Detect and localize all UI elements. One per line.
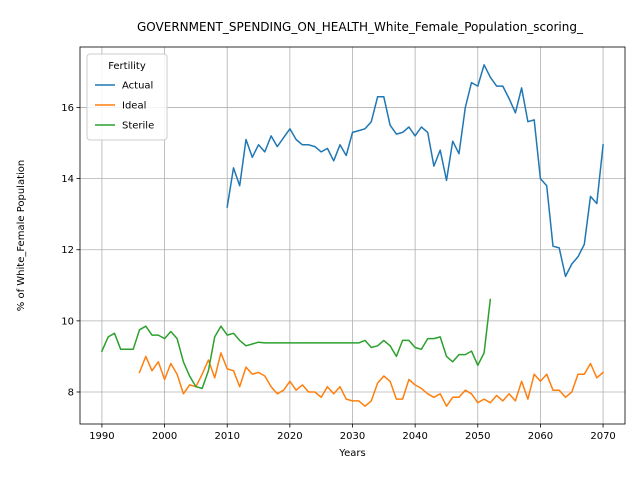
series-line-actual bbox=[226, 64, 604, 278]
legend-label-ideal: Ideal bbox=[122, 101, 146, 112]
y-tick-label: 10 bbox=[61, 316, 74, 327]
series-line-ideal bbox=[138, 352, 605, 407]
x-tick-label: 2040 bbox=[402, 431, 427, 442]
x-tick-label: 2020 bbox=[277, 431, 302, 442]
legend: Fertility Actual Ideal Sterile bbox=[86, 53, 168, 141]
y-tick-label: 14 bbox=[61, 174, 74, 185]
legend-items: Actual Ideal Sterile bbox=[95, 81, 154, 132]
y-tick-label: 12 bbox=[61, 245, 74, 256]
x-tick-label: 2060 bbox=[528, 431, 553, 442]
axis-ticks: 1990 2000 2010 2020 2030 2040 2050 2060 2070 8 10 1… bbox=[61, 103, 616, 442]
y-tick-label: 8 bbox=[68, 387, 74, 398]
y-tick-label: 16 bbox=[61, 103, 74, 114]
x-tick-label: 2000 bbox=[152, 431, 177, 442]
x-axis-label: Years bbox=[338, 448, 365, 459]
x-tick-label: 2030 bbox=[340, 431, 365, 442]
legend-label-actual: Actual bbox=[122, 81, 153, 92]
y-axis-label: % of White_Female Population bbox=[16, 160, 27, 311]
series-lines bbox=[100, 64, 605, 407]
legend-box bbox=[86, 53, 168, 141]
chart-title: GOVERNMENT_SPENDING_ON_HEALTH_White_Fema… bbox=[137, 20, 584, 34]
x-tick-label: 2050 bbox=[465, 431, 490, 442]
legend-label-sterile: Sterile bbox=[122, 121, 154, 132]
series-line-sterile bbox=[100, 298, 492, 390]
x-tick-label: 1990 bbox=[89, 431, 114, 442]
grid bbox=[80, 47, 625, 424]
x-tick-label: 2010 bbox=[214, 431, 239, 442]
x-tick-label: 2070 bbox=[590, 431, 615, 442]
legend-title: Fertility bbox=[108, 61, 146, 72]
